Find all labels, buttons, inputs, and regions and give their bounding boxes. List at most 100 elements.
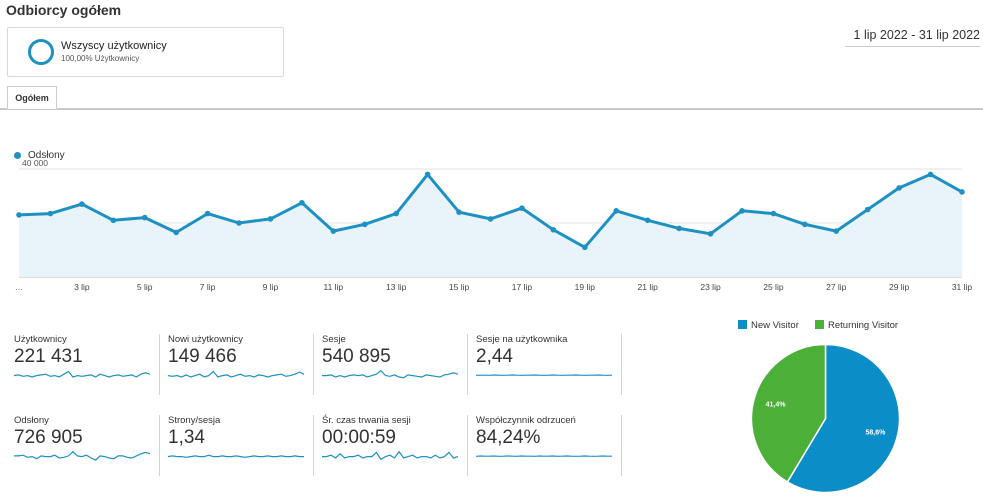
data-point[interactable] — [141, 214, 148, 221]
data-point[interactable] — [550, 226, 557, 233]
data-point[interactable] — [770, 210, 777, 217]
sparkline-path — [322, 450, 458, 461]
segment-name: Wszyscy użytkownicy — [61, 40, 167, 52]
tab-overview[interactable]: Ogółem — [7, 86, 57, 109]
data-point[interactable] — [959, 189, 965, 195]
pie-slice-label: 58,6% — [865, 429, 886, 436]
data-point[interactable] — [393, 210, 400, 217]
metric-tile[interactable]: Strony/sesja 1,34 — [168, 415, 308, 473]
metric-sparkline — [168, 454, 304, 458]
data-point[interactable] — [927, 171, 934, 178]
area-fill — [19, 174, 962, 277]
metric-tile[interactable]: Użytkownicy 221 431 — [14, 334, 154, 392]
metric-label: Sesje na użytkownika — [476, 334, 568, 345]
data-point[interactable] — [299, 199, 305, 206]
x-tick-label: 19 lip — [575, 282, 596, 292]
data-point[interactable] — [833, 228, 840, 234]
data-point[interactable] — [330, 228, 337, 234]
metric-divider — [313, 415, 314, 476]
data-point[interactable] — [487, 216, 494, 222]
x-tick-label: 15 lip — [449, 282, 470, 292]
metric-tile[interactable]: Nowi użytkownicy 149 466 — [168, 334, 308, 392]
metric-sparkline — [322, 450, 458, 461]
metric-value: 149 466 — [168, 346, 237, 367]
data-point[interactable] — [236, 220, 242, 226]
sparkline-path — [168, 454, 304, 458]
metric-sparkline — [168, 370, 304, 378]
segment-percentage: 100,00% Użytkownicy — [61, 54, 140, 63]
series-legend-marker — [14, 152, 21, 159]
metric-tile[interactable]: Współczynnik odrzuceń 84,24% — [476, 415, 616, 473]
x-tick-label: 13 lip — [386, 282, 407, 292]
data-point[interactable] — [644, 217, 651, 224]
metric-value: 00:00:59 — [322, 427, 396, 448]
legend-new-visitor-label: New Visitor — [751, 320, 799, 331]
data-point[interactable] — [864, 206, 871, 213]
metric-label: Sesje — [322, 334, 346, 345]
x-tick-label: 27 lip — [826, 282, 847, 292]
x-tick-label: … — [15, 282, 24, 292]
segment-card[interactable]: Wszyscy użytkownicy 100,00% Użytkownicy — [7, 27, 284, 77]
date-range-picker[interactable]: 1 lip 2022 - 31 lip 2022 — [853, 28, 980, 42]
metric-value: 221 431 — [14, 346, 83, 367]
data-point[interactable] — [456, 209, 462, 215]
pie-slice-new-visitor[interactable] — [786, 343, 901, 494]
metric-divider — [467, 334, 468, 395]
x-tick-label: 11 lip — [323, 282, 343, 292]
date-range-underline — [845, 46, 980, 47]
metric-sparkline — [322, 369, 458, 379]
data-point[interactable] — [173, 229, 179, 236]
sparkline-path — [168, 370, 304, 378]
legend-returning-visitor-label: Returning Visitor — [828, 320, 899, 331]
data-point[interactable] — [16, 212, 22, 218]
x-tick-label: 25 lip — [763, 282, 784, 292]
legend-new-visitor[interactable]: New Visitor — [738, 320, 799, 331]
data-point[interactable] — [802, 221, 808, 228]
data-point[interactable] — [707, 231, 714, 237]
metric-tile[interactable]: Sesje na użytkownika 2,44 — [476, 334, 616, 392]
metric-tile[interactable]: Odsłony 726 905 — [14, 415, 154, 473]
metric-divider — [621, 334, 622, 395]
metric-value: 1,34 — [168, 427, 205, 448]
sparkline-path — [14, 450, 150, 461]
metric-tile[interactable]: Sesje 540 895 — [322, 334, 462, 392]
metric-value: 84,24% — [476, 427, 541, 448]
data-point[interactable] — [896, 185, 902, 191]
metric-label: Strony/sesja — [168, 415, 221, 426]
y-tick-label: 40 000 — [22, 160, 48, 168]
data-point[interactable] — [47, 210, 54, 217]
metric-label: Śr. czas trwania sesji — [322, 415, 411, 426]
new-visitor-swatch — [738, 320, 747, 329]
metric-divider — [159, 334, 160, 395]
metric-label: Odsłony — [14, 415, 49, 426]
data-point[interactable] — [424, 171, 431, 178]
x-tick-label: 17 lip — [512, 282, 533, 292]
data-point[interactable] — [676, 225, 682, 232]
metric-divider — [467, 415, 468, 476]
data-point[interactable] — [519, 205, 525, 211]
pie-slice-returning-visitor[interactable] — [750, 343, 827, 483]
metric-label: Użytkownicy — [14, 334, 67, 345]
metric-sparkline — [14, 450, 150, 461]
metric-sparkline — [476, 374, 612, 376]
data-point[interactable] — [204, 210, 211, 217]
data-point[interactable] — [267, 216, 274, 222]
x-tick-label: 29 lip — [889, 282, 910, 292]
sparkline-path — [322, 369, 458, 379]
data-point[interactable] — [739, 208, 745, 214]
metric-label: Nowi użytkownicy — [168, 334, 243, 345]
data-point[interactable] — [361, 221, 368, 228]
metric-tile[interactable]: Śr. czas trwania sesji 00:00:59 — [322, 415, 462, 473]
metric-divider — [313, 334, 314, 395]
x-tick-label: 31 lip — [952, 282, 973, 292]
visitor-type-pie-chart: 58,6% 41,4% — [750, 343, 901, 494]
returning-visitor-swatch — [815, 320, 824, 329]
data-point[interactable] — [582, 244, 588, 251]
series-legend-label: Odsłony — [28, 150, 65, 161]
legend-returning-visitor[interactable]: Returning Visitor — [815, 320, 898, 331]
data-point[interactable] — [613, 208, 620, 214]
x-tick-label: 5 lip — [137, 282, 153, 292]
data-point[interactable] — [79, 201, 85, 207]
sparkline-path — [14, 370, 150, 378]
data-point[interactable] — [110, 217, 117, 224]
